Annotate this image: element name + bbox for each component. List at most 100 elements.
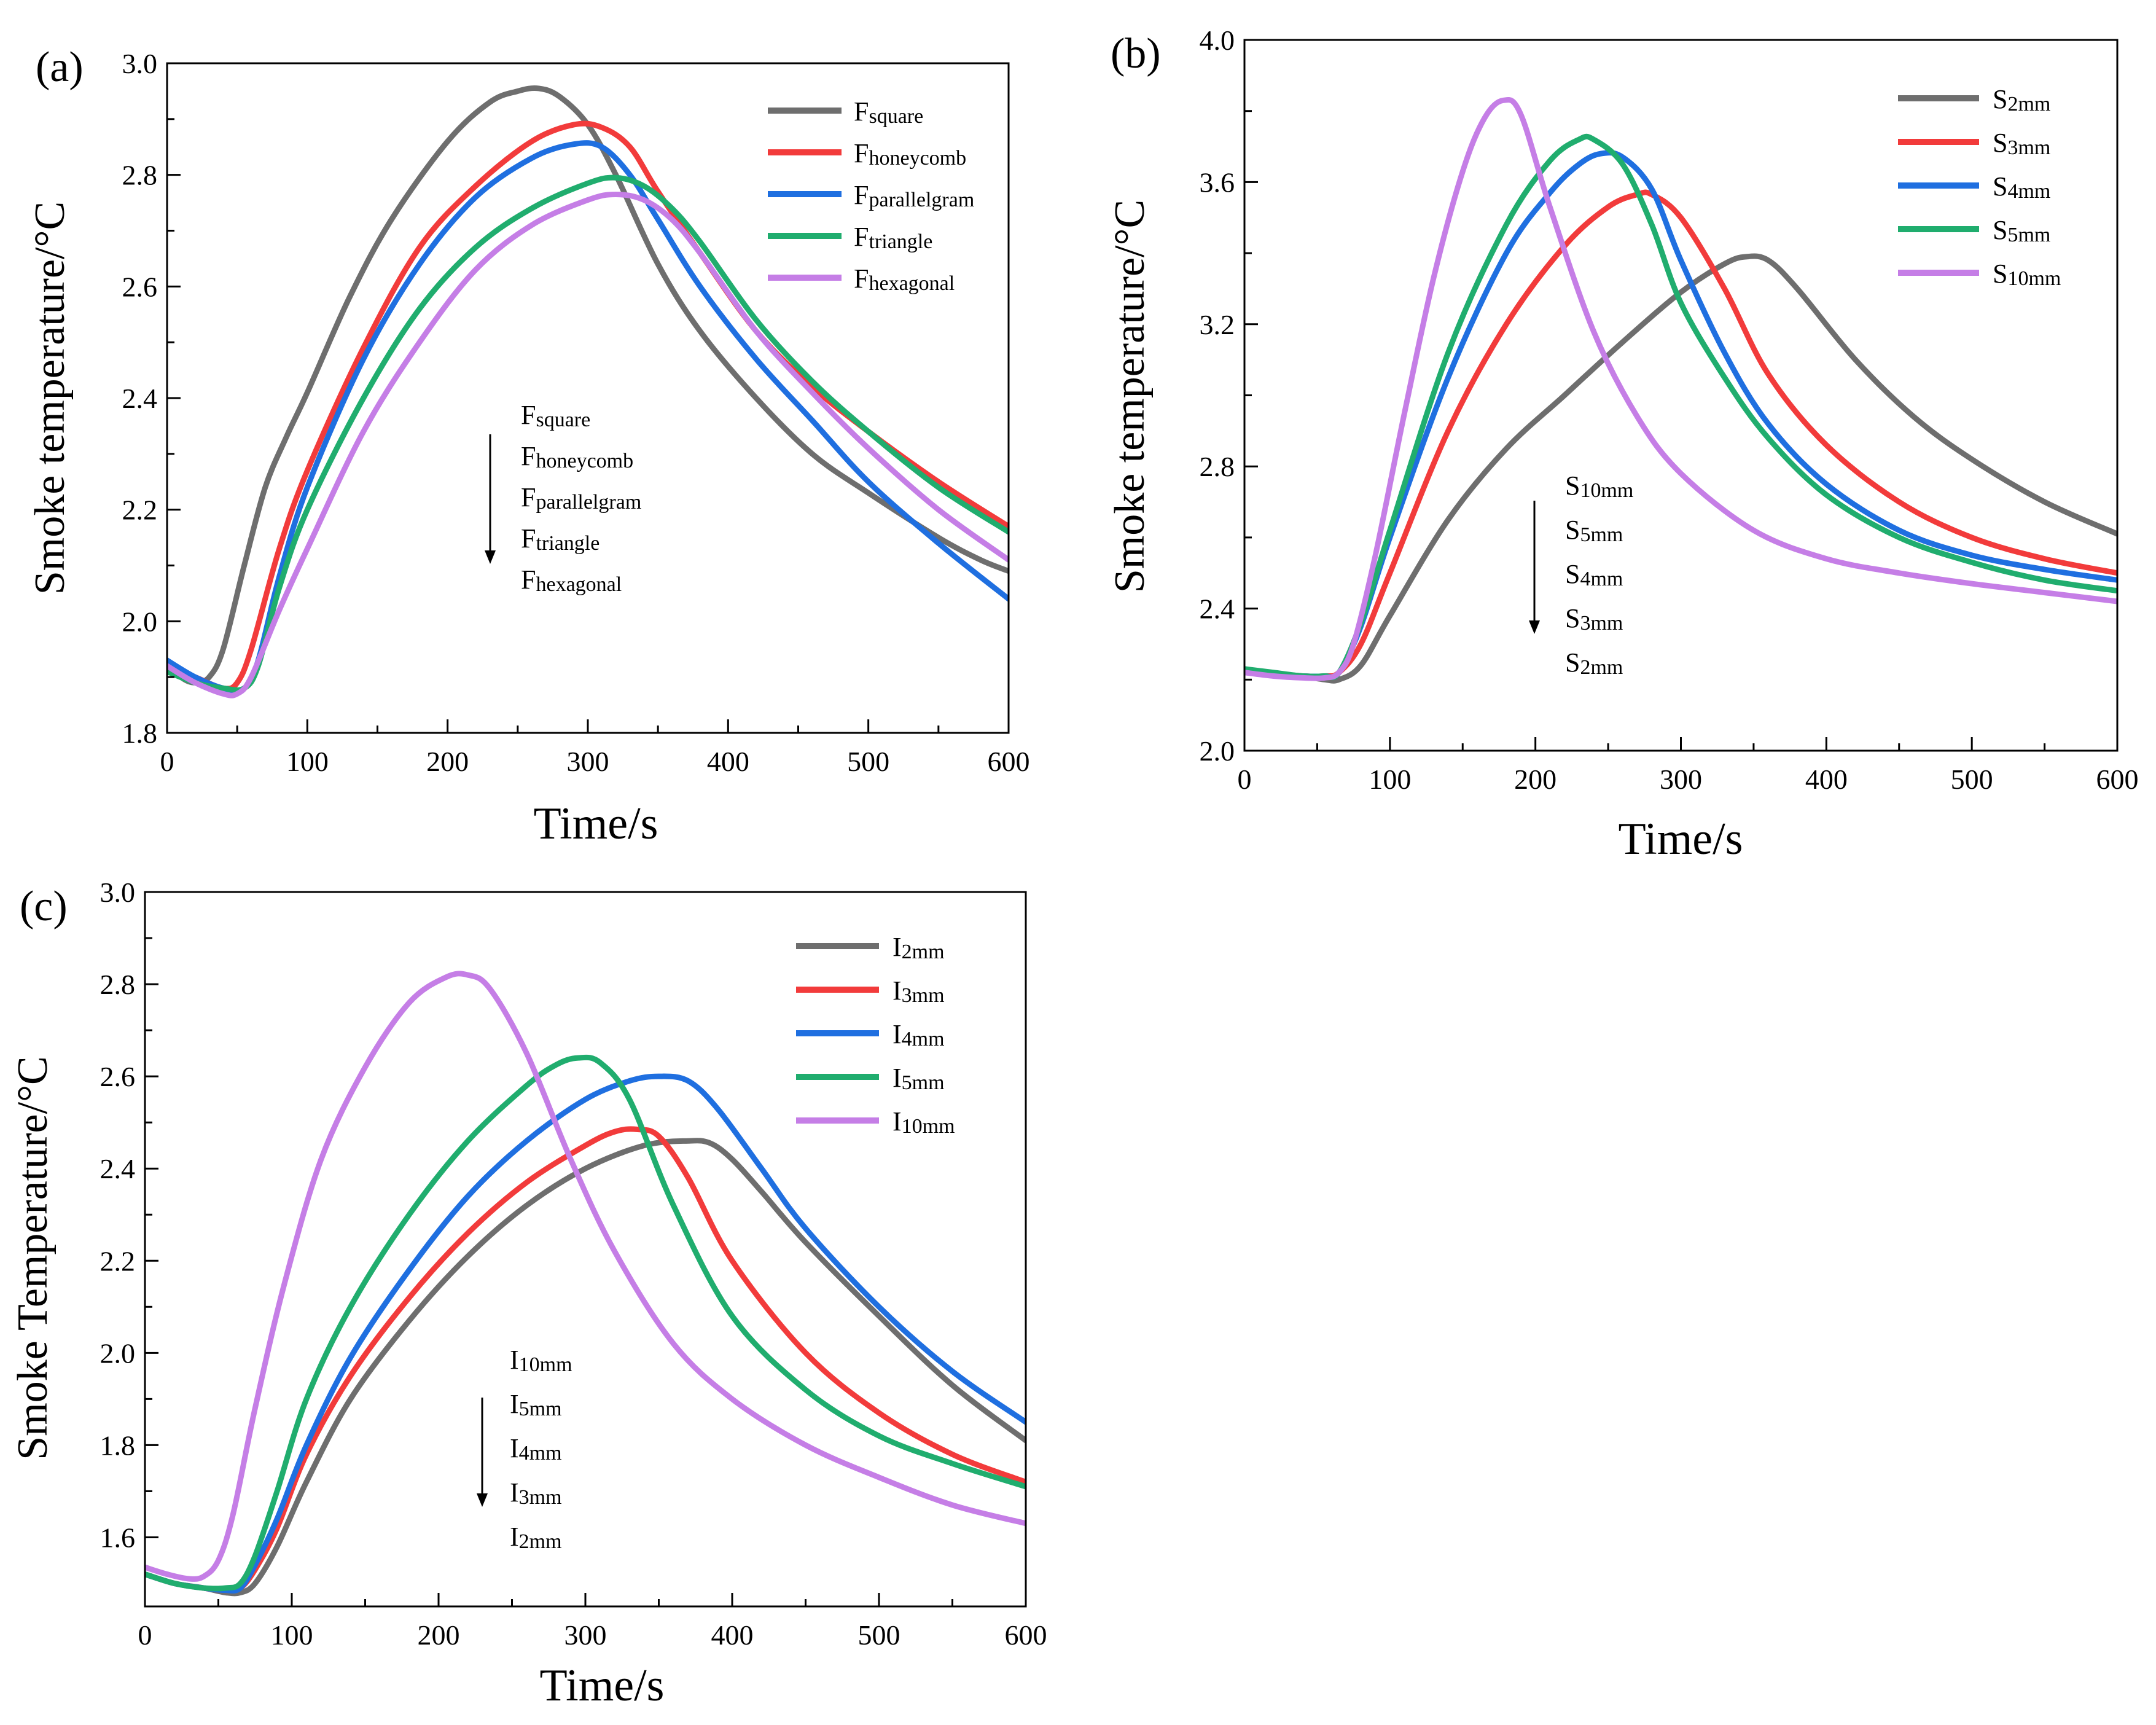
y-tick-label: 2.4 bbox=[1200, 593, 1235, 625]
order-label-Ftriangle: Ftriangle bbox=[521, 523, 600, 555]
order-label-S3mm: S3mm bbox=[1565, 603, 1623, 635]
legend-label-S3mm-sub: 3mm bbox=[2007, 136, 2050, 159]
legend-label-I4mm-main: I bbox=[892, 1019, 902, 1049]
legend-label-S3mm: S3mm bbox=[1993, 128, 2050, 159]
order-label-I4mm-sub: 4mm bbox=[519, 1442, 562, 1465]
order-label-S10mm-main: S bbox=[1565, 471, 1580, 501]
x-tick-label: 500 bbox=[1951, 764, 1993, 795]
series-lines bbox=[1244, 96, 2117, 684]
legend-label-I3mm-main: I bbox=[892, 976, 902, 1006]
order-label-S4mm-sub: 4mm bbox=[1580, 568, 1623, 590]
legend-label-S2mm: S2mm bbox=[1993, 84, 2050, 115]
y-tick-label: 1.8 bbox=[122, 718, 158, 749]
series-line-I2mm bbox=[145, 1138, 1026, 1597]
order-label-S4mm: S4mm bbox=[1565, 559, 1623, 590]
legend-label-Fhoneycomb: Fhoneycomb bbox=[854, 138, 966, 170]
legend-label-S5mm-sub: 5mm bbox=[2007, 224, 2050, 246]
legend-label-Fparallelgram-sub: parallelgram bbox=[869, 189, 974, 211]
legend-label-Fsquare-main: F bbox=[854, 96, 869, 127]
order-label-Fsquare-sub: square bbox=[536, 409, 590, 431]
order-label-S3mm-main: S bbox=[1565, 603, 1580, 633]
panel-label: (a) bbox=[36, 44, 84, 91]
order-label-S5mm-sub: 5mm bbox=[1580, 523, 1623, 546]
y-tick-label: 3.6 bbox=[1200, 166, 1235, 198]
y-tick-label: 3.2 bbox=[1200, 309, 1235, 340]
order-label-I5mm: I5mm bbox=[510, 1389, 562, 1420]
order-label-I3mm-main: I bbox=[510, 1477, 519, 1508]
series-line-I4mm bbox=[145, 1073, 1026, 1594]
order-label-S5mm-main: S bbox=[1565, 515, 1580, 545]
y-tick-label: 2.0 bbox=[100, 1337, 136, 1369]
legend-label-I10mm: I10mm bbox=[892, 1106, 955, 1138]
panel-a-smoke-temperature-fire-shapes: 0 100 200 300 400 500 600 1.8 2.0 2.2 2.4 2.6 2.8 3.0… bbox=[26, 44, 1030, 849]
order-label-S10mm-sub: 10mm bbox=[1580, 479, 1633, 502]
x-tick-label: 200 bbox=[1514, 764, 1556, 795]
order-label-I5mm-sub: 5mm bbox=[519, 1398, 562, 1420]
x-tick-label: 600 bbox=[1005, 1619, 1047, 1651]
legend-label-S10mm-sub: 10mm bbox=[2007, 267, 2061, 290]
x-tick-label: 300 bbox=[1660, 764, 1702, 795]
y-tick-label: 2.0 bbox=[1200, 735, 1235, 767]
order-arrow-head bbox=[477, 1493, 488, 1507]
panel-b-smoke-temperature-s-spacing: 0 100 200 300 400 500 600 2.0 2.4 2.8 3.2 3.6 4.0 Tim… bbox=[1106, 25, 2139, 864]
legend-label-Ftriangle-sub: triangle bbox=[869, 230, 932, 253]
y-tick-label: 2.0 bbox=[122, 606, 158, 637]
y-tick-label: 1.8 bbox=[100, 1430, 136, 1461]
order-label-I5mm-main: I bbox=[510, 1389, 519, 1419]
y-tick-label: 2.8 bbox=[1200, 451, 1235, 482]
order-label-S5mm: S5mm bbox=[1565, 515, 1623, 546]
x-tick-label: 600 bbox=[2096, 764, 2139, 795]
legend-label-Fhexagonal: Fhexagonal bbox=[854, 264, 955, 295]
legend-label-I2mm-main: I bbox=[892, 932, 902, 962]
y-tick-label: 2.4 bbox=[100, 1153, 136, 1184]
order-label-Fhexagonal: Fhexagonal bbox=[521, 565, 622, 596]
series-line-I5mm bbox=[145, 1054, 1026, 1592]
y-tick-label: 2.6 bbox=[122, 271, 158, 302]
x-axis-label: Time/s bbox=[540, 1660, 665, 1711]
order-label-Fparallelgram-main: F bbox=[521, 482, 536, 512]
x-tick-label: 500 bbox=[858, 1619, 900, 1651]
legend-label-S2mm-main: S bbox=[1993, 84, 2007, 114]
x-tick-label: 0 bbox=[138, 1619, 152, 1651]
series-line-S4mm bbox=[1244, 150, 2117, 680]
y-tick-label: 3.0 bbox=[122, 48, 158, 79]
order-label-S2mm-sub: 2mm bbox=[1580, 656, 1623, 679]
series-line-I10mm bbox=[145, 971, 1026, 1582]
y-axis-label: Smoke Temperature/°C bbox=[9, 1056, 57, 1460]
order-label-Fhexagonal-sub: hexagonal bbox=[536, 573, 622, 596]
order-label-I10mm-main: I bbox=[510, 1345, 519, 1375]
order-label-I10mm-sub: 10mm bbox=[519, 1353, 572, 1376]
legend: FsquareFhoneycombFparallelgramFtriangleF… bbox=[768, 96, 974, 295]
y-tick-label: 4.0 bbox=[1200, 25, 1235, 56]
order-label-I3mm: I3mm bbox=[510, 1477, 562, 1509]
order-label-Fhoneycomb-main: F bbox=[521, 441, 536, 471]
order-label-I2mm-sub: 2mm bbox=[519, 1530, 562, 1553]
legend-label-I3mm: I3mm bbox=[892, 976, 945, 1007]
legend-label-Fsquare-sub: square bbox=[869, 105, 923, 128]
y-tick-label: 2.6 bbox=[100, 1061, 136, 1092]
y-axis-label: Smoke temperature/°C bbox=[26, 201, 74, 595]
order-label-I2mm-main: I bbox=[510, 1522, 519, 1552]
panel-label: (b) bbox=[1111, 30, 1161, 77]
legend-label-I5mm-sub: 5mm bbox=[902, 1071, 945, 1094]
x-tick-label: 0 bbox=[160, 746, 174, 777]
legend-label-I5mm-main: I bbox=[892, 1063, 902, 1093]
legend-label-Fhexagonal-sub: hexagonal bbox=[869, 272, 955, 295]
order-label-I4mm: I4mm bbox=[510, 1433, 562, 1465]
x-tick-label: 200 bbox=[426, 746, 469, 777]
legend-label-S3mm-main: S bbox=[1993, 128, 2007, 158]
order-label-I2mm: I2mm bbox=[510, 1522, 562, 1553]
series-line-Fhexagonal bbox=[167, 192, 1009, 698]
legend-label-S5mm: S5mm bbox=[1993, 215, 2050, 246]
legend-label-I3mm-sub: 3mm bbox=[902, 984, 945, 1007]
order-label-S10mm: S10mm bbox=[1565, 471, 1633, 502]
y-tick-label: 1.6 bbox=[100, 1522, 136, 1553]
y-tick-label: 3.0 bbox=[100, 877, 136, 908]
y-tick-label: 2.2 bbox=[100, 1245, 136, 1277]
order-arrow-head bbox=[1529, 620, 1540, 634]
order-label-Ftriangle-main: F bbox=[521, 523, 536, 553]
legend-label-S2mm-sub: 2mm bbox=[2007, 93, 2050, 115]
x-axis-label: Time/s bbox=[1619, 814, 1743, 864]
order-label-Ftriangle-sub: triangle bbox=[536, 532, 600, 555]
